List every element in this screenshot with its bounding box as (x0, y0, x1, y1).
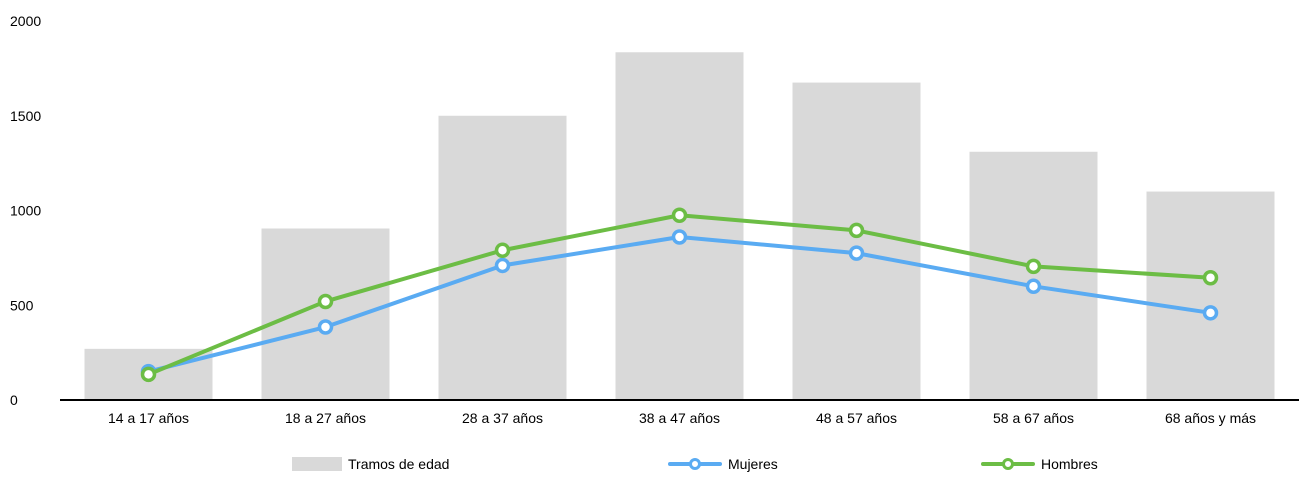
legend-label-hombres: Hombres (1041, 456, 1098, 472)
y-axis-ticks: 0 500 1000 1500 2000 (10, 13, 41, 408)
y-tick-label: 1000 (10, 203, 41, 219)
lines-layer (140, 207, 1219, 383)
legend-label-mujeres: Mujeres (728, 456, 778, 472)
data-point (1202, 270, 1219, 286)
data-point (494, 242, 511, 259)
legend-swatch-tramos (292, 457, 342, 471)
x-tick-label: 68 años y más (1165, 410, 1256, 426)
data-point (317, 319, 334, 335)
bars-layer (84, 52, 1275, 401)
data-point (671, 229, 688, 245)
data-point (848, 245, 865, 261)
legend: Tramos de edad Mujeres Hombres (0, 456, 1299, 478)
x-tick-label: 38 a 47 años (639, 410, 720, 426)
y-tick-label: 2000 (10, 13, 41, 29)
bar (1146, 191, 1275, 400)
bar (261, 228, 390, 400)
chart-plot: 0 500 1000 1500 2000 14 a 17 años 18 a 27 año… (10, 13, 1299, 426)
legend-swatch-mujeres (668, 457, 722, 471)
x-tick-label: 48 a 57 años (816, 410, 897, 426)
data-point (671, 207, 688, 223)
data-point (848, 222, 865, 239)
legend-item-hombres: Hombres (981, 456, 1098, 472)
data-point (1202, 305, 1219, 321)
legend-item-tramos: Tramos de edad (292, 456, 449, 472)
bar (792, 82, 921, 401)
legend-item-mujeres: Mujeres (668, 456, 778, 472)
data-point (494, 257, 511, 274)
legend-swatch-hombres (981, 457, 1035, 471)
y-tick-label: 1500 (10, 108, 41, 124)
data-point (140, 366, 157, 383)
x-tick-label: 18 a 27 años (285, 410, 366, 426)
x-tick-label: 28 a 37 años (462, 410, 543, 426)
y-tick-label: 500 (10, 297, 34, 313)
x-tick-label: 14 a 17 años (108, 410, 189, 426)
legend-label-tramos: Tramos de edad (348, 456, 450, 472)
bar (969, 151, 1098, 400)
x-tick-label: 58 a 67 años (993, 410, 1074, 426)
data-point (1025, 258, 1042, 275)
data-point (1025, 278, 1042, 295)
bar (615, 52, 744, 401)
y-tick-label: 0 (10, 392, 18, 408)
data-point (317, 293, 334, 310)
x-axis-ticks: 14 a 17 años 18 a 27 años 28 a 37 años 38 a… (108, 410, 1256, 426)
